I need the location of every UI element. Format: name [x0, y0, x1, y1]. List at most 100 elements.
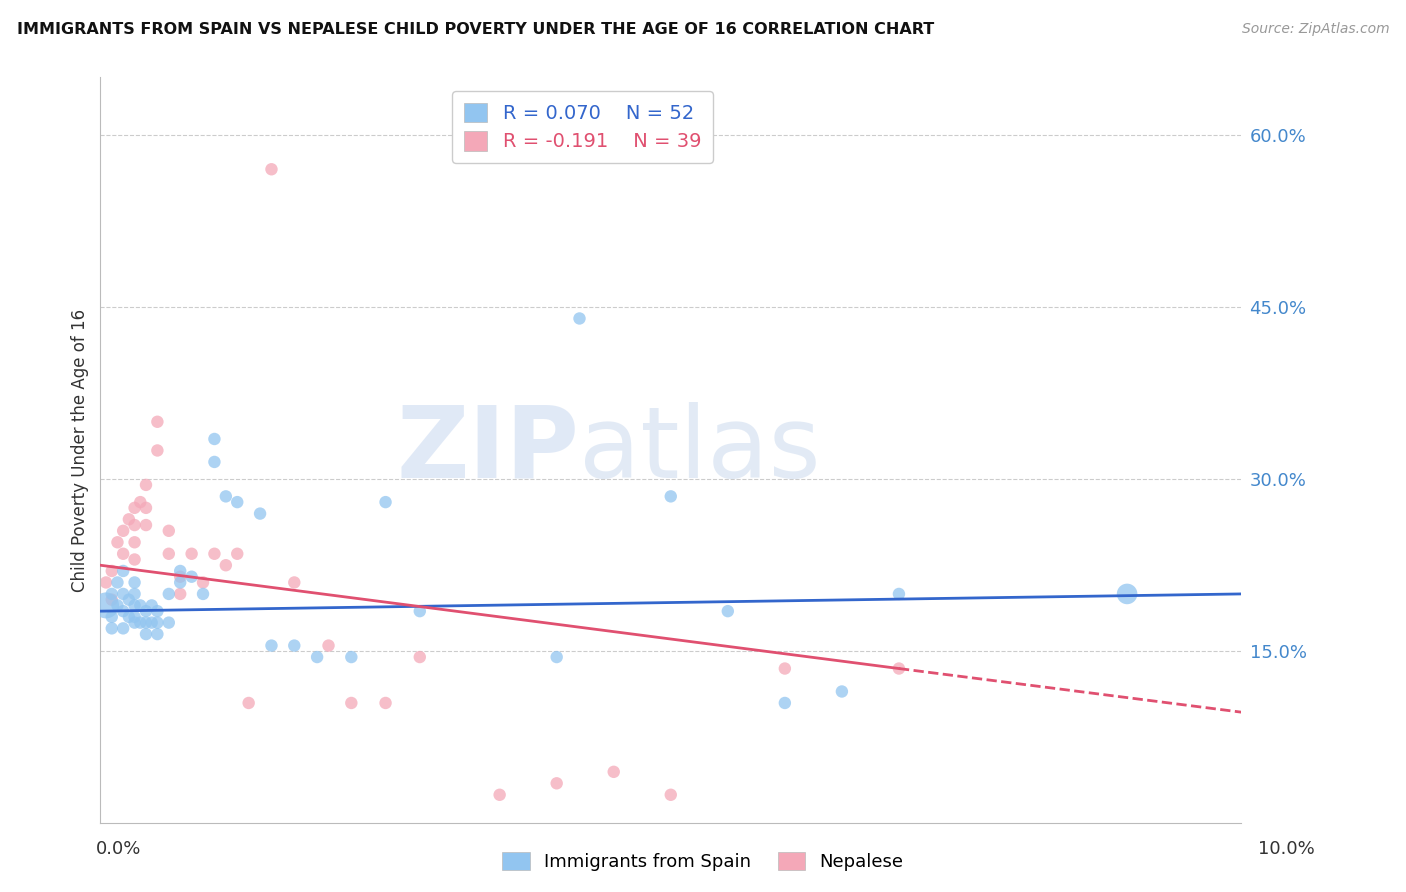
Point	[249, 507, 271, 521]
Point	[204, 455, 226, 469]
Point	[374, 696, 396, 710]
Point	[226, 547, 249, 561]
Point	[124, 575, 146, 590]
Point	[146, 604, 169, 618]
Point	[112, 604, 135, 618]
Point	[146, 615, 169, 630]
Point	[180, 547, 202, 561]
Point	[546, 776, 568, 790]
Point	[340, 696, 363, 710]
Point	[124, 615, 146, 630]
Point	[124, 599, 146, 613]
Point	[124, 587, 146, 601]
Point	[215, 489, 238, 503]
Legend: Immigrants from Spain, Nepalese: Immigrants from Spain, Nepalese	[495, 845, 911, 879]
Legend: R = 0.070    N = 52, R = -0.191    N = 39: R = 0.070 N = 52, R = -0.191 N = 39	[453, 91, 713, 163]
Point	[146, 415, 169, 429]
Point	[717, 604, 740, 618]
Point	[118, 610, 141, 624]
Point	[887, 661, 910, 675]
Point	[146, 443, 169, 458]
Point	[157, 547, 180, 561]
Point	[307, 650, 329, 665]
Point	[94, 575, 117, 590]
Point	[659, 489, 682, 503]
Point	[659, 788, 682, 802]
Point	[112, 564, 135, 578]
Point	[887, 587, 910, 601]
Point	[135, 627, 157, 641]
Point	[409, 604, 432, 618]
Point	[112, 587, 135, 601]
Point	[157, 524, 180, 538]
Point	[112, 621, 135, 635]
Point	[124, 518, 146, 533]
Point	[409, 650, 432, 665]
Point	[169, 575, 191, 590]
Point	[100, 621, 122, 635]
Point	[135, 478, 157, 492]
Text: IMMIGRANTS FROM SPAIN VS NEPALESE CHILD POVERTY UNDER THE AGE OF 16 CORRELATION : IMMIGRANTS FROM SPAIN VS NEPALESE CHILD …	[17, 22, 934, 37]
Point	[141, 599, 163, 613]
Point	[112, 524, 135, 538]
Point	[124, 610, 146, 624]
Text: 10.0%: 10.0%	[1258, 840, 1315, 858]
Point	[191, 587, 214, 601]
Point	[191, 575, 214, 590]
Point	[135, 518, 157, 533]
Y-axis label: Child Poverty Under the Age of 16: Child Poverty Under the Age of 16	[72, 309, 89, 592]
Point	[238, 696, 260, 710]
Point	[488, 788, 510, 802]
Text: Source: ZipAtlas.com: Source: ZipAtlas.com	[1241, 22, 1389, 37]
Point	[112, 547, 135, 561]
Point	[129, 615, 152, 630]
Point	[135, 500, 157, 515]
Point	[215, 558, 238, 573]
Point	[94, 599, 117, 613]
Point	[169, 570, 191, 584]
Point	[141, 615, 163, 630]
Point	[204, 432, 226, 446]
Point	[100, 610, 122, 624]
Point	[169, 587, 191, 601]
Point	[135, 615, 157, 630]
Text: 0.0%: 0.0%	[96, 840, 141, 858]
Point	[118, 512, 141, 526]
Point	[318, 639, 340, 653]
Point	[773, 661, 796, 675]
Point	[146, 627, 169, 641]
Point	[124, 552, 146, 566]
Point	[568, 311, 591, 326]
Point	[157, 587, 180, 601]
Text: ZIP: ZIP	[396, 402, 579, 499]
Point	[107, 599, 129, 613]
Point	[204, 547, 226, 561]
Point	[773, 696, 796, 710]
Point	[226, 495, 249, 509]
Point	[1116, 587, 1139, 601]
Point	[100, 592, 122, 607]
Point	[129, 599, 152, 613]
Point	[831, 684, 853, 698]
Point	[169, 564, 191, 578]
Point	[124, 535, 146, 549]
Point	[100, 564, 122, 578]
Point	[546, 650, 568, 665]
Point	[118, 592, 141, 607]
Point	[283, 639, 305, 653]
Point	[603, 764, 626, 779]
Point	[100, 587, 122, 601]
Point	[260, 162, 283, 177]
Point	[124, 500, 146, 515]
Point	[374, 495, 396, 509]
Point	[340, 650, 363, 665]
Point	[107, 575, 129, 590]
Point	[180, 570, 202, 584]
Point	[283, 575, 305, 590]
Point	[107, 535, 129, 549]
Point	[135, 604, 157, 618]
Point	[157, 615, 180, 630]
Text: atlas: atlas	[579, 402, 821, 499]
Point	[129, 495, 152, 509]
Point	[260, 639, 283, 653]
